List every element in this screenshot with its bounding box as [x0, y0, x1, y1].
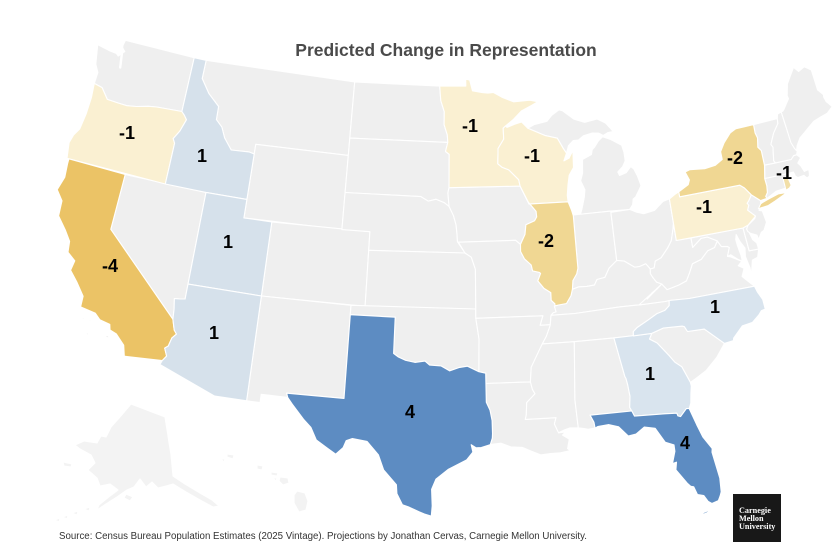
- svg-text:-1: -1: [776, 163, 792, 183]
- svg-text:-1: -1: [462, 116, 478, 136]
- svg-text:1: 1: [645, 364, 655, 384]
- svg-text:1: 1: [197, 146, 207, 166]
- svg-text:1: 1: [710, 297, 720, 317]
- svg-text:-2: -2: [538, 231, 554, 251]
- svg-text:-1: -1: [119, 123, 135, 143]
- svg-text:-1: -1: [696, 197, 712, 217]
- svg-text:4: 4: [680, 433, 690, 453]
- svg-text:-2: -2: [727, 148, 743, 168]
- svg-text:1: 1: [223, 232, 233, 252]
- svg-text:-1: -1: [524, 146, 540, 166]
- svg-text:1: 1: [209, 323, 219, 343]
- svg-text:4: 4: [405, 402, 415, 422]
- svg-text:-4: -4: [102, 256, 118, 276]
